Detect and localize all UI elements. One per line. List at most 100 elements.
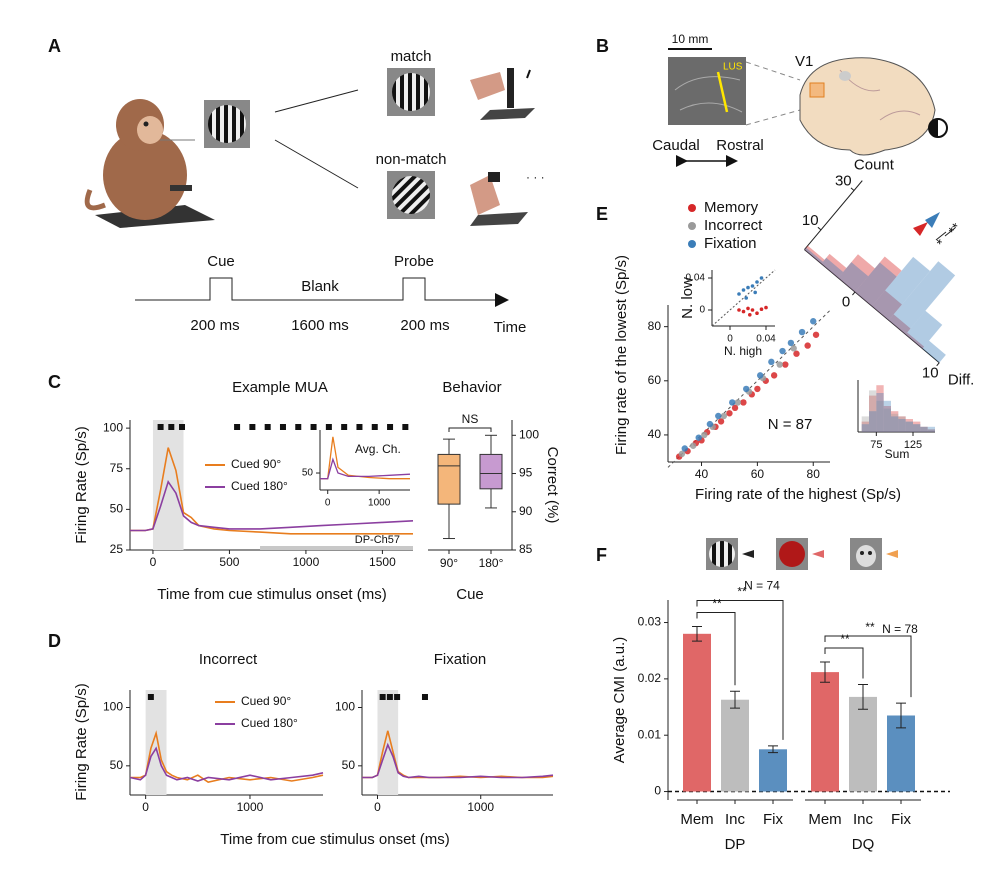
significance-marker	[421, 694, 428, 700]
x-tick-label: 1000	[368, 498, 391, 509]
zoom-line	[745, 61, 801, 81]
inset-point	[750, 308, 755, 312]
time-label: Time	[494, 319, 527, 336]
y-tick-label: 0.04	[686, 273, 706, 284]
x-tick-label: 1500	[369, 555, 396, 569]
x-tick-label: 0	[325, 498, 331, 509]
cortex-photo	[668, 57, 746, 125]
y-tick-label: 0	[654, 784, 661, 798]
chart-title: Incorrect	[199, 651, 258, 668]
x-axis-label: Firing rate of the highest (Sp/s)	[695, 486, 901, 503]
y-tick-label: 25	[110, 542, 124, 556]
series-line	[130, 479, 414, 532]
inset-title: Avg. Ch.	[355, 442, 401, 456]
annotation: NS	[462, 412, 479, 426]
hist-bar	[927, 429, 935, 432]
area-label: V1	[795, 53, 813, 70]
hist-bar	[920, 426, 928, 432]
error-bar	[896, 702, 906, 729]
y-axis-label: Average CMI (a.u.)	[611, 637, 628, 763]
bar	[683, 633, 711, 792]
inset-line	[320, 436, 410, 480]
x-axis-label: Time from cue stimulus onset (ms)	[220, 831, 450, 848]
point	[793, 350, 800, 357]
sig-bracket	[696, 611, 736, 686]
y-axis-label: N. low	[679, 277, 696, 319]
hist-bar	[804, 245, 825, 264]
y-tick-label: 85	[519, 542, 533, 556]
legend-label: Cued 180°	[241, 716, 298, 730]
bar	[759, 749, 787, 792]
hist-bar	[821, 257, 844, 278]
hist-bar	[871, 290, 902, 321]
hist-bar	[891, 413, 899, 432]
significance-marker	[179, 424, 186, 430]
x-tick-label: 90°	[440, 556, 458, 570]
hist-bar	[898, 416, 906, 432]
x-tick-label: 180°	[479, 556, 504, 570]
point	[689, 442, 697, 449]
significance: **	[945, 219, 965, 238]
significance-marker	[402, 424, 409, 430]
hist-bar	[838, 254, 875, 292]
significance-marker	[249, 424, 256, 430]
x-tick-label: 0	[142, 800, 149, 814]
x-tick-label: 1000	[237, 800, 264, 814]
annotation: N = 74	[744, 579, 780, 593]
y-tick	[817, 226, 822, 231]
y-axis-label: Firing Rate (Sp/s)	[73, 683, 90, 801]
annotation: N = 87	[768, 416, 813, 433]
significance: *	[933, 235, 949, 250]
duration-label: 200 ms	[400, 317, 449, 334]
identity-line	[711, 269, 776, 327]
point	[787, 339, 795, 347]
hist-bar	[905, 421, 913, 432]
hist-bar	[905, 419, 913, 432]
diff-label: Diff.	[948, 371, 974, 388]
error-bar	[820, 661, 830, 683]
hist-bar	[883, 406, 891, 432]
stimulus-window	[145, 690, 167, 795]
arrowhead	[495, 293, 509, 307]
hist-bar	[920, 426, 928, 432]
x-tick-label: 0	[842, 294, 850, 311]
recording-site	[809, 82, 825, 98]
y-tick-label: 0	[699, 305, 705, 316]
significance: **	[737, 585, 747, 599]
count-axis	[804, 180, 863, 250]
mean-marker	[913, 222, 928, 236]
probe-label: Probe	[394, 253, 434, 270]
series-line	[362, 742, 554, 779]
blank-label: Blank	[301, 278, 339, 295]
hist-bar	[838, 262, 869, 292]
x-tick-label: 0	[374, 800, 381, 814]
panel-label: D	[48, 631, 61, 651]
nonmatch-label: non-match	[376, 151, 447, 168]
significance-marker	[341, 424, 348, 430]
series-line	[129, 746, 324, 782]
hist-bar	[855, 262, 897, 307]
y-tick-label: 90	[519, 504, 533, 518]
significance-marker	[379, 694, 386, 700]
legend-marker	[688, 222, 696, 230]
inset-point	[746, 285, 750, 290]
point	[770, 372, 778, 379]
significance-marker	[295, 424, 302, 430]
panel-label: A	[48, 36, 61, 56]
point	[726, 410, 733, 417]
point	[681, 445, 688, 452]
significance-marker	[157, 424, 164, 430]
point	[706, 420, 714, 428]
significance: **	[840, 632, 850, 646]
x-tick-label: 1000	[467, 800, 494, 814]
x-tick-label: Mem	[808, 811, 841, 828]
connector	[274, 89, 359, 113]
error-bar	[858, 684, 868, 710]
scale-label: 10 mm	[672, 32, 709, 46]
significance-marker	[386, 694, 393, 700]
delay-bar	[260, 546, 413, 550]
point	[776, 361, 783, 368]
point	[779, 347, 786, 355]
significance-marker	[371, 424, 378, 430]
